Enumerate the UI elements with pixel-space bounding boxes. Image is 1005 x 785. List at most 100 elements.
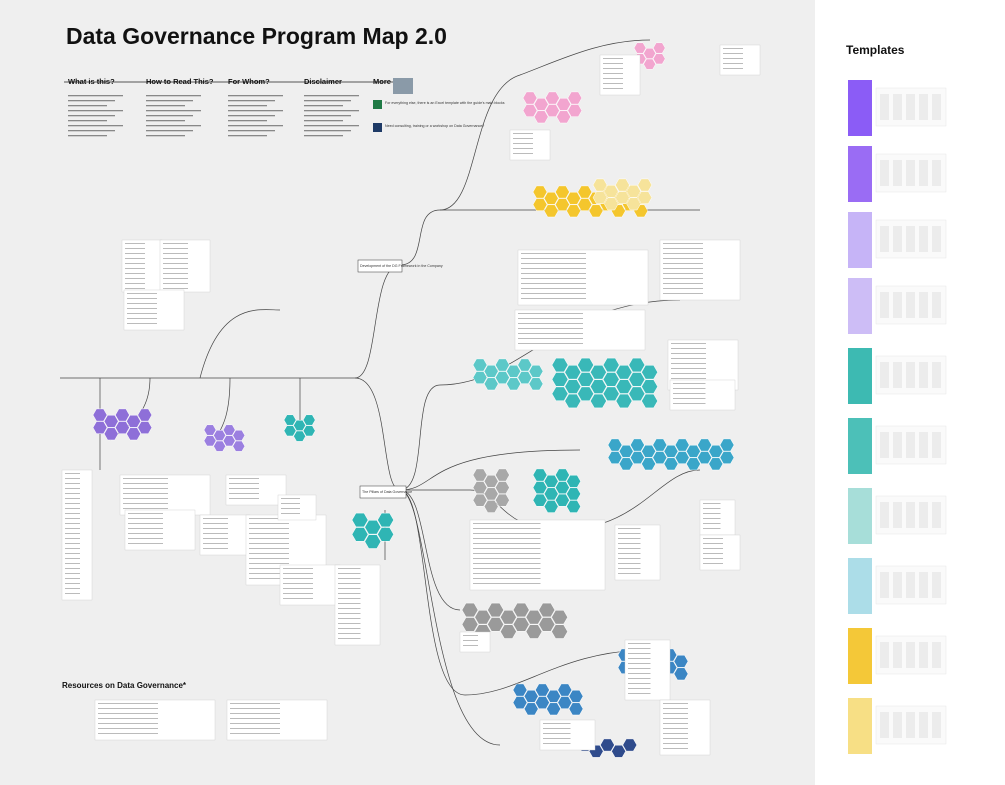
hexagon [523, 689, 539, 703]
link [439, 39, 651, 211]
document-thumbnail [699, 534, 741, 571]
doc-line [65, 573, 80, 574]
hexagon [203, 424, 217, 436]
hexagon [543, 500, 559, 513]
preview-line [893, 502, 902, 528]
doc-line [703, 548, 723, 549]
hexagon [555, 493, 570, 507]
doc-line [473, 583, 541, 584]
doc-line [473, 573, 541, 574]
hexagon [626, 197, 641, 211]
doc-line [338, 603, 361, 604]
text-line [146, 120, 185, 122]
hexagon [603, 197, 619, 211]
doc-line [65, 483, 80, 484]
link [399, 489, 466, 696]
hexagon [483, 364, 499, 378]
preview-line [932, 226, 941, 252]
doc-line [230, 733, 280, 734]
doc-line [163, 268, 188, 269]
sections: What is this? How to Read This? For Whom? D… [68, 77, 391, 137]
doc-line [283, 583, 313, 584]
hexagon [603, 184, 619, 198]
doc-line [663, 288, 703, 289]
document-thumbnail [539, 719, 596, 751]
doc-line [473, 563, 541, 564]
doc-line [663, 293, 703, 294]
section-heading: What is this? [68, 77, 115, 86]
hexagon [588, 204, 604, 218]
text-line [304, 100, 351, 102]
document-thumbnail [61, 469, 93, 601]
text-line [68, 100, 115, 102]
doc-line [473, 548, 541, 549]
preview-line [932, 432, 941, 458]
preview-line [893, 292, 902, 318]
doc-line [703, 523, 721, 524]
consulting-note: Need consulting, training or a workshop … [385, 124, 484, 128]
doc-line [98, 718, 158, 719]
hexagon [293, 419, 306, 431]
doc-line [127, 323, 157, 324]
doc-line [125, 263, 145, 264]
preview-line [880, 160, 889, 186]
doc-line [127, 318, 157, 319]
doc-line [65, 593, 80, 594]
doc-line [65, 563, 80, 564]
doc-line [473, 558, 541, 559]
link [399, 489, 501, 746]
preview-line [932, 572, 941, 598]
doc-line [65, 503, 80, 504]
preview-line [919, 642, 928, 668]
hexagon [517, 371, 533, 384]
doc-line [203, 523, 228, 524]
link [464, 649, 651, 696]
hexagon [641, 457, 656, 471]
doc-line [125, 278, 145, 279]
excel-icon [373, 100, 382, 109]
hexagon [641, 393, 658, 409]
hexagon [517, 358, 533, 372]
doc-line [125, 273, 145, 274]
doc-line [125, 243, 145, 244]
doc-line [518, 313, 583, 314]
hexagon [528, 364, 544, 378]
doc-line [230, 708, 280, 709]
text-line [228, 135, 267, 137]
doc-line [249, 558, 289, 559]
hexagon [126, 427, 141, 441]
doc-line [628, 678, 651, 679]
doc-line [618, 528, 641, 529]
preview-line [893, 572, 902, 598]
doc-line [123, 503, 168, 504]
hexagon [567, 91, 583, 105]
preview-line [919, 712, 928, 738]
preview-line [919, 160, 928, 186]
doc-line [521, 258, 586, 259]
doc-line [663, 703, 688, 704]
document-thumbnail [277, 494, 317, 521]
hexagon [556, 110, 571, 124]
doc-line [673, 403, 706, 404]
hexagon [615, 393, 633, 409]
hexagon [546, 689, 561, 703]
preview-line [919, 94, 928, 120]
doc-line [125, 248, 145, 249]
templates-title: Templates [846, 43, 905, 57]
text-line [228, 100, 275, 102]
doc-line [338, 598, 361, 599]
text-line [304, 120, 343, 122]
doc-line [203, 518, 228, 519]
hexagon [628, 372, 646, 387]
doc-line [123, 483, 168, 484]
hexagon [528, 377, 544, 391]
hexagon [626, 184, 641, 198]
doc-line [603, 58, 623, 59]
hexagon [600, 738, 615, 752]
text-line [146, 125, 201, 127]
hexagon [483, 474, 499, 488]
doc-line [125, 288, 145, 289]
doc-line [338, 608, 361, 609]
link [399, 489, 461, 611]
preview-line [893, 642, 902, 668]
